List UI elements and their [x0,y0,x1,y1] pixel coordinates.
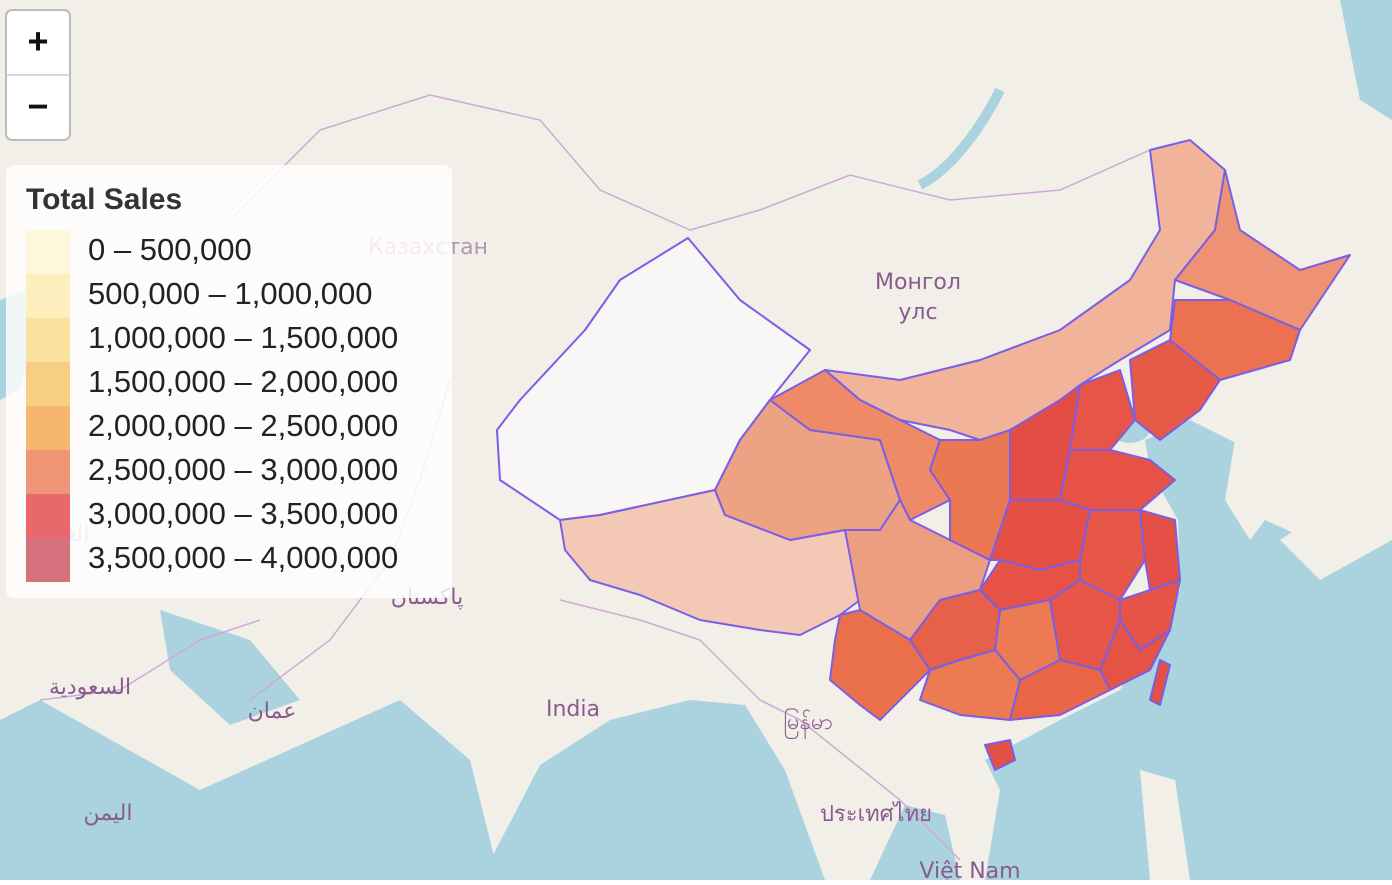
country-label: ประเทศไทย [820,801,932,827]
country-label: မြန်မာ [783,708,832,739]
legend-label: 0 – 500,000 [88,232,252,267]
country-label: Монгол [875,270,961,295]
peninsulas [1140,440,1392,880]
legend-label: 3,500,000 – 4,000,000 [88,540,398,575]
legend-swatch [26,274,70,318]
legend-label: 1,000,000 – 1,500,000 [88,320,398,355]
legend-box [6,165,452,598]
lake-baikal [917,87,1005,190]
legend-label: 2,000,000 – 2,500,000 [88,408,398,443]
legend-swatch [26,494,70,538]
legend-label: 500,000 – 1,000,000 [88,276,372,311]
country-label: улс [898,300,937,325]
country-label: Việt Nam [919,859,1020,880]
legend-swatch [26,362,70,406]
country-label: India [546,697,600,722]
legend-title: Total Sales [26,183,182,216]
legend-swatch [26,538,70,582]
legend-swatch [26,230,70,274]
zoom-out-button[interactable]: − [27,86,48,127]
legend-label: 2,500,000 – 3,000,000 [88,452,398,487]
zoom-in-button[interactable]: + [27,21,48,62]
legend-label: 1,500,000 – 2,000,000 [88,364,398,399]
legend-label: 3,000,000 – 3,500,000 [88,496,398,531]
country-label: السعودية [49,675,131,700]
zoom-control: + − [5,9,71,141]
legend-swatch [26,318,70,362]
legend: Total Sales 0 – 500,000 500,000 – 1,000,0… [6,165,452,598]
legend-swatch [26,406,70,450]
provinces [496,139,1351,771]
country-label: عمان [248,699,297,724]
country-label: اليمن [84,801,133,826]
legend-swatch [26,450,70,494]
